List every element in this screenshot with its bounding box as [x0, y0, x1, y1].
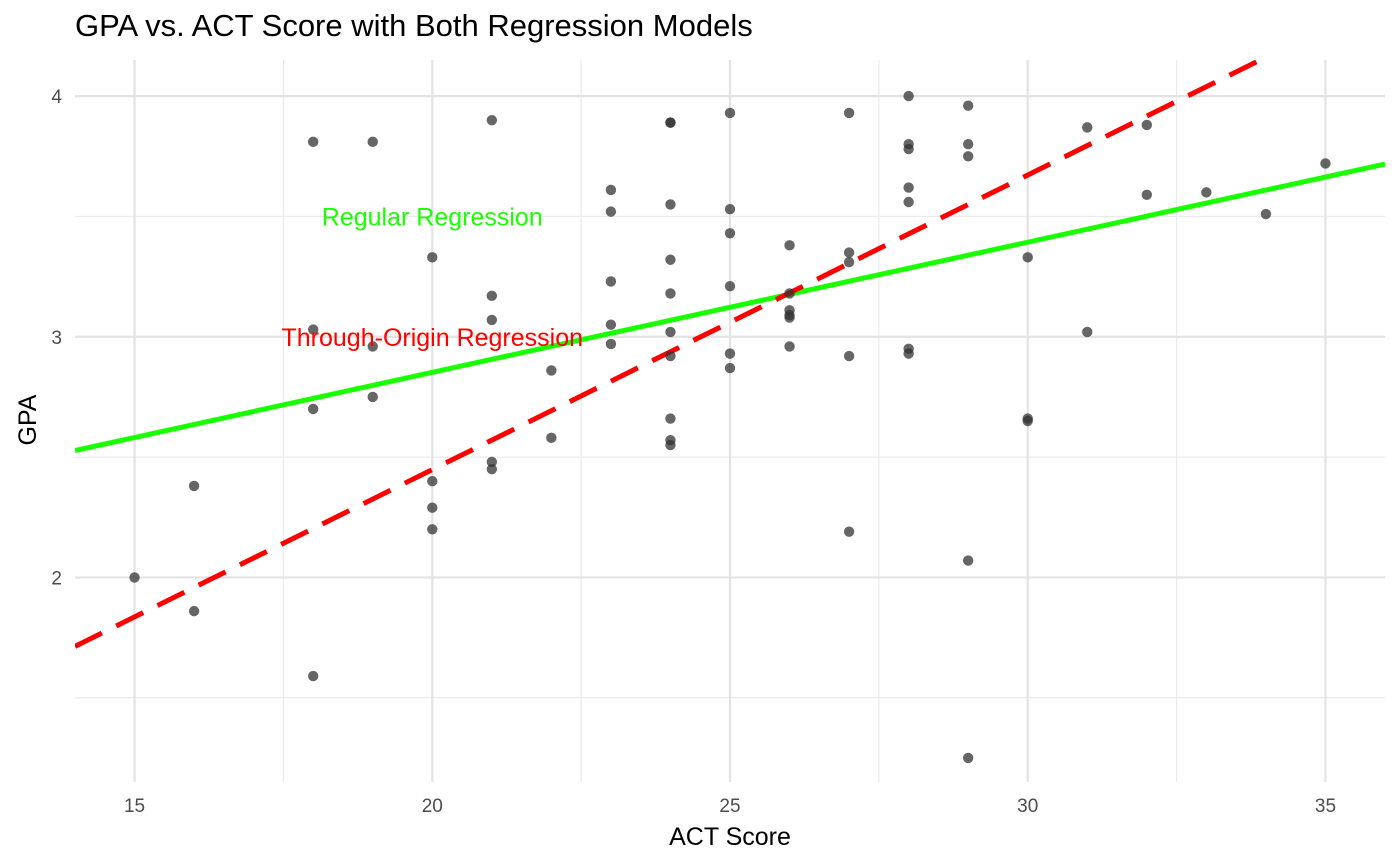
data-point: [486, 114, 498, 126]
data-point: [605, 338, 617, 350]
data-point: [843, 107, 855, 119]
data-point: [962, 100, 974, 111]
data-point: [784, 288, 795, 299]
data-point: [665, 413, 676, 424]
data-point: [605, 319, 617, 330]
data-point: [1260, 208, 1272, 220]
data-point: [605, 276, 617, 287]
data-point: [724, 228, 736, 239]
data-point: [784, 341, 795, 352]
data-point: [962, 555, 974, 566]
chart-title: GPA vs. ACT Score with Both Regression M…: [75, 8, 753, 43]
data-point: [665, 350, 676, 362]
annotation-label: Through-Origin Regression: [282, 324, 584, 352]
data-point: [903, 90, 914, 102]
data-point: [367, 341, 378, 352]
data-point: [486, 463, 498, 475]
data-point: [1022, 252, 1033, 263]
data-point: [1201, 187, 1212, 198]
data-point: [665, 326, 676, 338]
data-points: [129, 90, 1331, 764]
data-point: [486, 456, 498, 468]
data-point: [962, 752, 974, 764]
data-point: [546, 432, 557, 444]
data-point: [605, 206, 617, 217]
data-point: [486, 290, 498, 302]
x-tick-label: 35: [1315, 796, 1336, 817]
data-point: [427, 252, 438, 263]
y-tick-label: 2: [51, 568, 62, 589]
data-point: [903, 182, 914, 193]
data-point: [427, 524, 438, 535]
data-point: [1141, 119, 1153, 131]
annotations: Regular Regression Through-Origin Regress…: [282, 203, 584, 351]
data-point: [903, 348, 914, 359]
data-point: [188, 480, 200, 492]
regular-regression-line: [75, 161, 1385, 453]
data-point: [1141, 189, 1153, 200]
data-point: [665, 117, 676, 128]
y-axis-title: GPA: [14, 394, 42, 445]
data-point: [129, 572, 140, 583]
y-tick-label: 4: [51, 87, 62, 108]
data-point: [724, 107, 736, 119]
data-point: [605, 184, 617, 196]
grid-lines: [75, 60, 1385, 782]
data-point: [1082, 326, 1093, 338]
y-tick-labels: 2 3 4: [51, 87, 62, 589]
data-point: [843, 350, 855, 362]
x-tick-label: 30: [1017, 796, 1038, 817]
data-point: [843, 247, 855, 258]
data-point: [903, 143, 914, 155]
data-point: [367, 391, 378, 403]
x-tick-labels: 15 20 25 30 35: [124, 796, 1336, 817]
regression-lines: [75, 60, 1385, 649]
data-point: [903, 196, 914, 208]
data-point: [1320, 158, 1331, 169]
data-point: [427, 502, 438, 513]
x-axis-title: ACT Score: [669, 823, 791, 851]
data-point: [307, 670, 319, 682]
annotation-label: Regular Regression: [322, 203, 543, 231]
x-tick-label: 20: [422, 796, 443, 817]
data-point: [427, 475, 438, 487]
data-point: [724, 281, 736, 292]
data-point: [665, 288, 676, 299]
data-point: [307, 403, 319, 415]
through-origin-regression-line: [75, 60, 1266, 649]
data-point: [665, 439, 676, 451]
x-tick-label: 15: [124, 796, 145, 817]
data-point: [962, 151, 974, 162]
data-point: [546, 365, 557, 376]
y-tick-label: 3: [51, 328, 62, 349]
x-tick-label: 25: [719, 796, 740, 817]
data-point: [784, 240, 795, 251]
data-point: [724, 204, 736, 215]
data-point: [1022, 415, 1033, 427]
data-point: [784, 312, 795, 323]
data-point: [1082, 122, 1093, 133]
data-point: [724, 362, 736, 374]
data-point: [665, 254, 676, 265]
data-point: [188, 605, 200, 617]
data-point: [307, 324, 319, 335]
data-point: [486, 314, 498, 326]
data-point: [724, 348, 736, 359]
data-point: [843, 256, 855, 268]
data-point: [307, 136, 319, 148]
data-point: [843, 526, 855, 537]
data-point: [665, 199, 676, 210]
data-point: [962, 139, 974, 150]
data-point: [367, 136, 378, 148]
